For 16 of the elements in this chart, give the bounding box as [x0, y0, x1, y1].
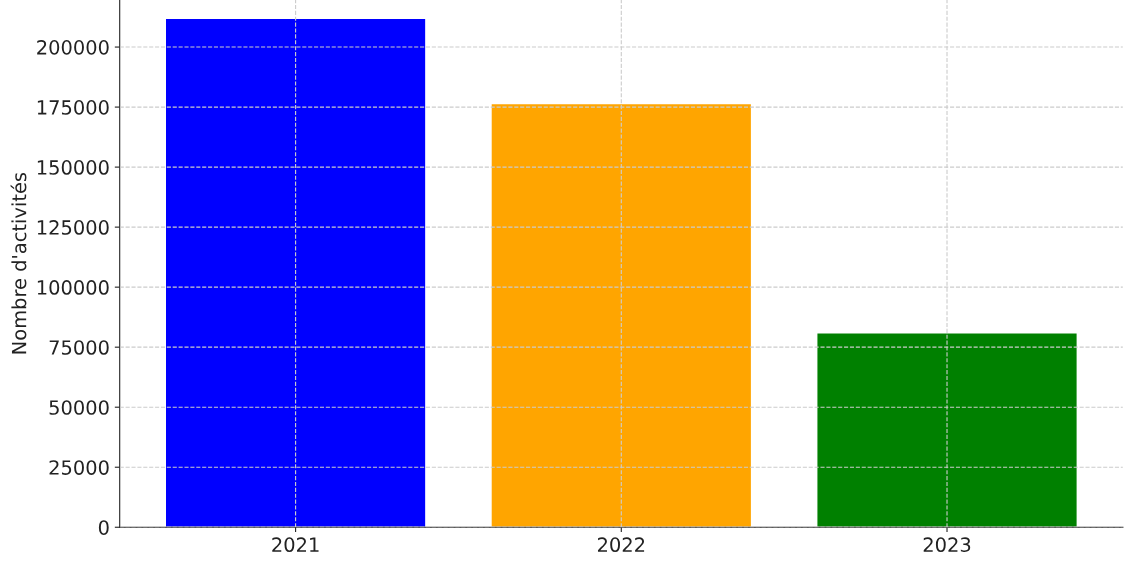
y-tick-label: 200000: [37, 40, 109, 55]
y-tick-label: 125000: [37, 220, 109, 235]
x-tick-label: 2022: [597, 537, 645, 553]
y-tick-label: 150000: [37, 160, 109, 175]
y-tick-label: 50000: [49, 400, 109, 415]
y-tick-label: 175000: [37, 100, 109, 115]
y-tick-label: 75000: [49, 340, 109, 355]
y-tick-label: 100000: [37, 280, 109, 295]
x-tick-label: 2023: [923, 537, 971, 553]
y-tick-label: 0: [98, 520, 109, 535]
bar: [164, 17, 427, 528]
bar: [490, 102, 753, 528]
bar: [816, 332, 1078, 528]
y-axis-title: Nombre d'activités: [10, 172, 27, 354]
x-tick-label: 2021: [272, 537, 319, 553]
y-tick-label: 25000: [49, 460, 109, 475]
